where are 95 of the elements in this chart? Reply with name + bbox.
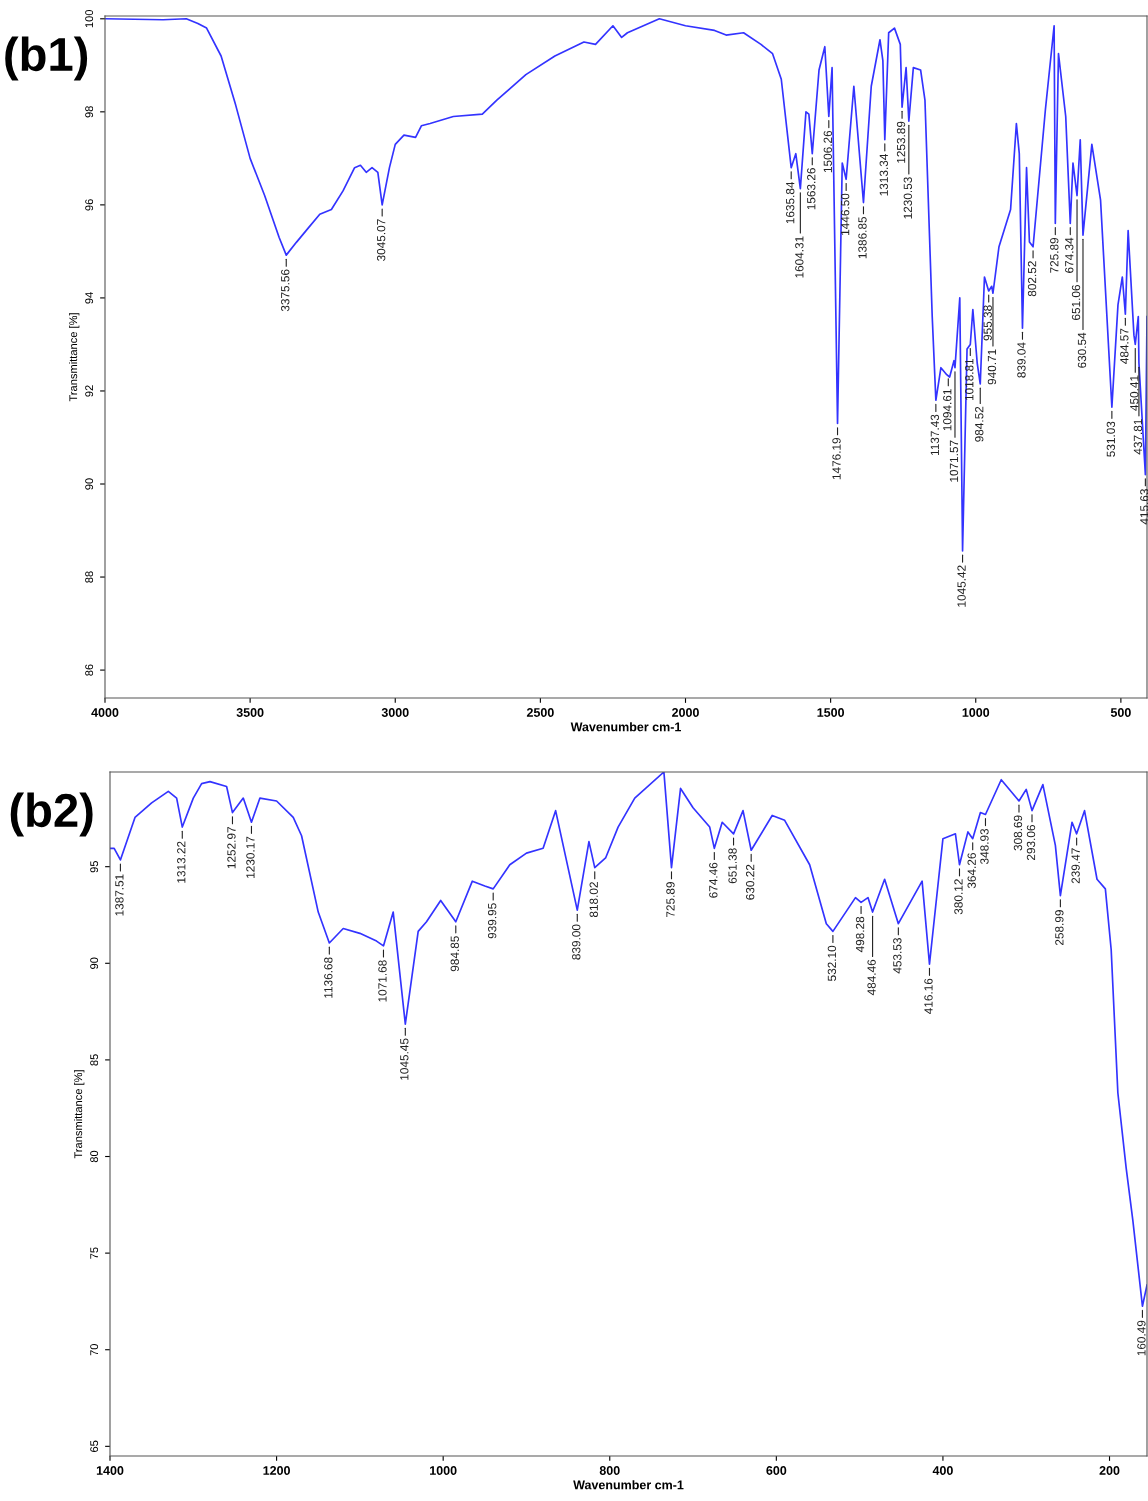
- annotation: 437.81: [1133, 419, 1143, 455]
- y-axis-title: Transmittance [%]: [69, 313, 80, 402]
- x-tick-label: 800: [599, 1466, 620, 1475]
- x-tick-label: 4000: [91, 708, 119, 717]
- annotation: 955.38: [983, 305, 992, 341]
- annotation: 939.95: [488, 903, 497, 939]
- annotation: 364.26: [967, 853, 976, 889]
- annotation: 984.52: [975, 406, 984, 442]
- annotation: 940.71: [987, 349, 997, 385]
- annotation: 818.02: [589, 882, 598, 918]
- annotation: 380.12: [954, 879, 963, 915]
- x-axis-title: Wavenumber cm-1: [570, 722, 681, 732]
- x-tick-label: 1400: [96, 1466, 124, 1475]
- annotation: 1230.17: [246, 836, 255, 878]
- annotation: 1313.22: [177, 841, 186, 883]
- annotation: 839.00: [572, 924, 581, 960]
- y-tick-label: 96: [85, 199, 94, 211]
- annotation: 532.10: [827, 945, 837, 981]
- annotation: 1045.42: [957, 565, 966, 607]
- annotation: 258.99: [1055, 910, 1064, 946]
- y-tick-label: 65: [90, 1440, 99, 1452]
- annotation: 1230.53: [903, 177, 913, 219]
- x-tick-label: 1200: [263, 1466, 290, 1475]
- annotation: 1252.97: [227, 827, 236, 869]
- annotation: 1071.57: [949, 440, 959, 482]
- y-tick-label: 100: [85, 9, 94, 28]
- annotation: 1071.68: [378, 960, 387, 1002]
- annotation: 531.03: [1106, 421, 1116, 457]
- annotation: 674.34: [1065, 237, 1074, 273]
- annotation: 3045.07: [376, 219, 386, 261]
- annotation: 984.85: [450, 936, 459, 972]
- y-tick-label: 70: [90, 1343, 99, 1356]
- annotation: 1045.45: [400, 1038, 409, 1080]
- annotation: 725.89: [666, 882, 675, 918]
- annotation: 3375.56: [281, 269, 290, 312]
- annotation: 308.69: [1013, 815, 1023, 851]
- chart-title: (b2): [10, 792, 93, 837]
- x-tick-label: 200: [1099, 1466, 1120, 1475]
- annotation: 802.52: [1027, 261, 1037, 297]
- annotation: 651.38: [728, 848, 737, 884]
- annotation: 1094.61: [943, 389, 952, 431]
- x-tick-label: 2500: [526, 708, 554, 717]
- y-tick-label: 80: [90, 1150, 99, 1163]
- annotation: 453.53: [893, 938, 902, 974]
- annotation: 1476.19: [832, 437, 841, 480]
- y-tick-label: 92: [85, 385, 94, 397]
- annotation: 1387.51: [115, 874, 124, 916]
- x-tick-label: 600: [766, 1466, 787, 1475]
- annotation: 450.41: [1130, 375, 1139, 411]
- y-tick-label: 98: [85, 106, 94, 118]
- annotation: 1506.26: [823, 130, 832, 173]
- annotation: 651.06: [1071, 284, 1081, 320]
- y-tick-label: 95: [90, 860, 99, 873]
- annotation: 1446.50: [840, 193, 850, 235]
- annotation: 484.57: [1120, 328, 1129, 364]
- annotation: 160.49: [1137, 1320, 1146, 1356]
- annotation: 293.06: [1026, 825, 1036, 861]
- annotation: 1136.68: [324, 957, 333, 998]
- x-tick-label: 2000: [672, 708, 699, 717]
- annotation: 630.54: [1077, 332, 1087, 368]
- annotation: 498.28: [855, 916, 865, 953]
- annotation: 1635.84: [786, 181, 795, 224]
- annotation: 1253.89: [896, 121, 906, 163]
- x-tick-label: 3500: [236, 708, 264, 717]
- annotation: 484.46: [867, 959, 876, 996]
- x-tick-label: 3000: [381, 708, 409, 717]
- y-tick-label: 90: [85, 478, 94, 490]
- annotation: 1386.85: [858, 216, 867, 259]
- y-tick-label: 88: [85, 571, 94, 583]
- annotation: 1137.43: [930, 414, 940, 456]
- x-tick-label: 1500: [817, 708, 845, 717]
- x-tick-label: 400: [932, 1466, 953, 1475]
- annotation: 415.63: [1140, 489, 1148, 525]
- annotation: 630.22: [745, 864, 755, 900]
- x-tick-label: 1000: [430, 1466, 457, 1475]
- annotation: 839.04: [1017, 342, 1026, 378]
- annotation: 416.16: [924, 978, 933, 1014]
- x-tick-label: 1000: [962, 708, 990, 717]
- annotation: 1604.31: [795, 236, 804, 278]
- x-tick-label: 500: [1110, 708, 1131, 717]
- y-tick-label: 75: [90, 1247, 99, 1259]
- y-axis-title: Transmittance [%]: [74, 1070, 85, 1159]
- annotation: 674.46: [709, 862, 718, 898]
- y-tick-label: 94: [85, 292, 94, 304]
- annotation: 239.47: [1071, 848, 1080, 884]
- y-tick-label: 85: [90, 1054, 99, 1066]
- x-axis-title: Wavenumber cm-1: [573, 1480, 684, 1490]
- y-tick-label: 86: [85, 664, 94, 676]
- y-tick-label: 90: [90, 957, 99, 969]
- annotation: 1018.81: [965, 358, 974, 401]
- chart-title: (b1): [5, 36, 88, 81]
- annotation: 1313.34: [879, 153, 888, 196]
- annotation: 1563.26: [807, 168, 816, 210]
- annotation: 348.93: [980, 828, 989, 865]
- annotation: 725.89: [1050, 237, 1059, 273]
